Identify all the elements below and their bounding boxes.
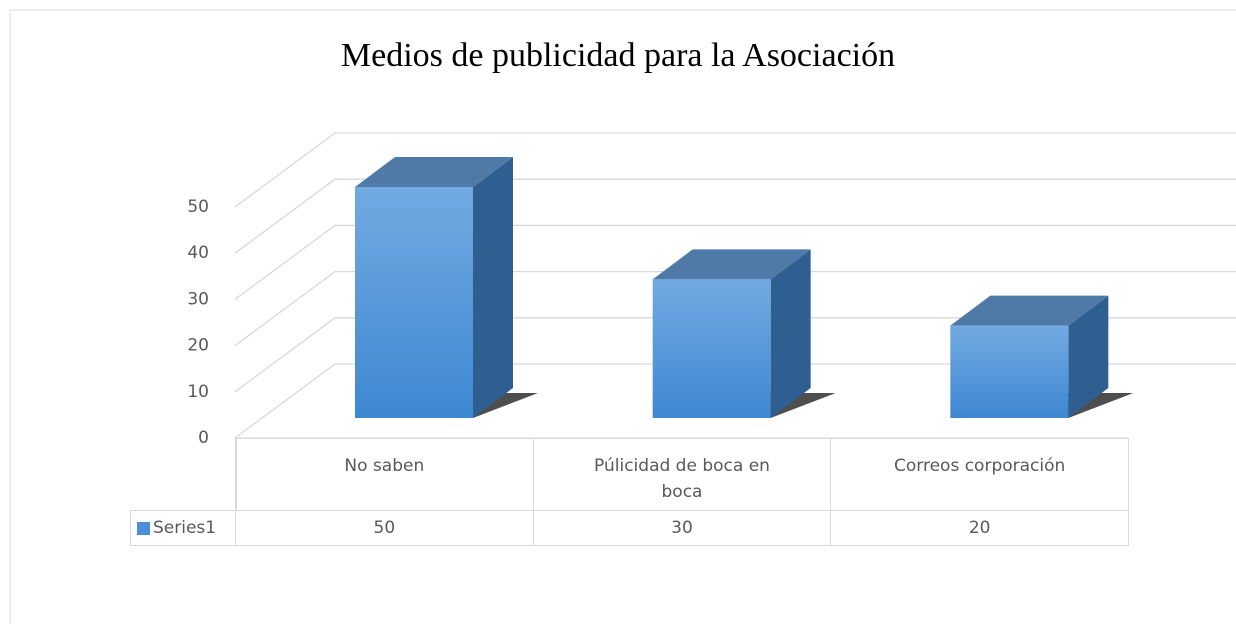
- grid-line: [234, 317, 1236, 393]
- y-tick-label: 10: [187, 382, 209, 402]
- chart-title: Medios de publicidad para la Asociación: [341, 37, 895, 74]
- cell-text: Correos corporación: [894, 456, 1066, 476]
- legend-label: Series1: [153, 518, 217, 538]
- cell-text: 50: [373, 518, 396, 538]
- frame: [9, 9, 1236, 624]
- grid-line: [234, 270, 1236, 347]
- y-tick-label: 20: [187, 336, 209, 356]
- value-cell: 20: [830, 510, 1129, 546]
- bar: [652, 279, 771, 418]
- y-tick-label: 0: [198, 428, 209, 448]
- cell-text: Púlicidad de boca en boca: [594, 456, 770, 502]
- grid-line: [234, 363, 1236, 439]
- bar: [950, 325, 1069, 418]
- value-cell: 30: [532, 510, 832, 546]
- category-cell: No saben: [235, 438, 534, 511]
- value-cell: 50: [235, 510, 534, 546]
- category-cell: Correos corporación: [830, 438, 1129, 511]
- category-cell: Púlicidad de boca en boca: [532, 438, 832, 511]
- bar-top: [950, 295, 1109, 326]
- cell-text: 20: [968, 518, 991, 538]
- legend-cell: Series1: [130, 510, 236, 546]
- grid-line: [234, 224, 1236, 300]
- row-head-blank: [235, 438, 237, 511]
- bar-side: [770, 249, 811, 418]
- bar-side: [473, 157, 513, 418]
- bar: [355, 187, 473, 418]
- bar-side: [1068, 295, 1109, 418]
- y-tick-label: 50: [187, 197, 209, 217]
- y-tick-label: 30: [187, 289, 209, 309]
- legend-swatch: [137, 521, 150, 535]
- cell-text: 30: [671, 518, 693, 538]
- grid-line: [234, 178, 1236, 254]
- y-tick-label: 40: [187, 243, 209, 263]
- bar-top: [355, 157, 513, 187]
- grid-line: [234, 132, 1236, 208]
- cell-text: No saben: [344, 456, 425, 476]
- bar-top: [652, 249, 811, 280]
